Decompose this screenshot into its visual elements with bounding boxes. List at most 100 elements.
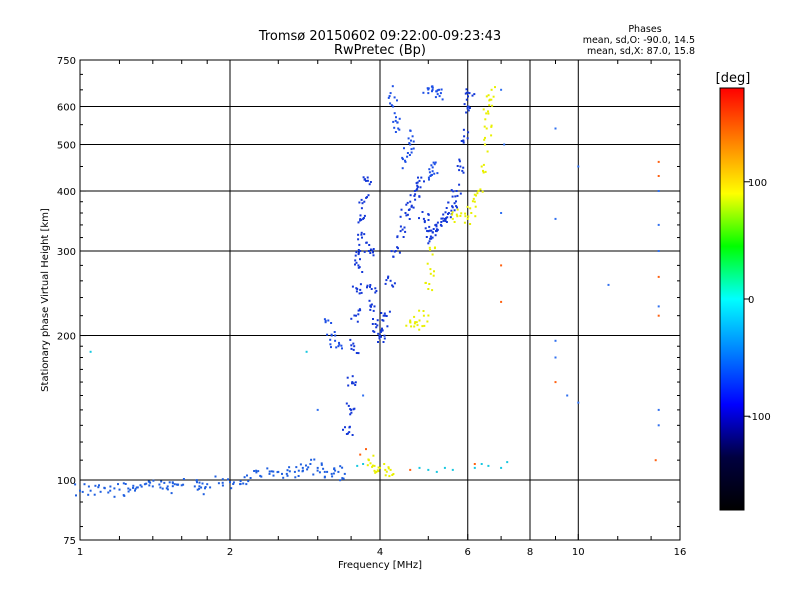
point-5-5 bbox=[554, 356, 557, 359]
point-1-33-j3 bbox=[455, 205, 458, 208]
point-0-14-j2 bbox=[198, 485, 201, 488]
point-0-16-j2 bbox=[221, 478, 224, 481]
point-1-15 bbox=[376, 324, 379, 327]
point-0-14-j1 bbox=[202, 493, 205, 496]
point-0-16-j1 bbox=[221, 484, 224, 487]
point-3-21-j3 bbox=[377, 466, 380, 469]
point-1-23-j3 bbox=[405, 203, 408, 206]
point-1-15-j5 bbox=[376, 319, 379, 322]
point-1-2-j2 bbox=[351, 382, 353, 385]
point-3-17 bbox=[429, 268, 432, 271]
point-1-30-j2 bbox=[436, 221, 439, 224]
point-2-10-j3 bbox=[407, 137, 410, 140]
point-1-23 bbox=[409, 200, 412, 203]
point-3-3-j0 bbox=[469, 207, 472, 210]
point-1-15-j3 bbox=[371, 323, 374, 325]
point-0-9 bbox=[159, 486, 162, 489]
point-1-1-j3 bbox=[349, 413, 352, 416]
point-2-13-j3 bbox=[428, 171, 431, 174]
data-points bbox=[74, 85, 660, 498]
point-2-7-j2 bbox=[434, 96, 437, 99]
point-2-6-j1 bbox=[440, 88, 443, 91]
y-tick-label-300: 300 bbox=[57, 247, 76, 258]
point-0-29-j0 bbox=[326, 470, 329, 473]
point-5-1 bbox=[554, 217, 557, 220]
point-5-10 bbox=[657, 250, 660, 252]
point-4-4 bbox=[451, 468, 454, 471]
point-1-38-j2 bbox=[473, 93, 476, 96]
point-0-2-j3 bbox=[103, 487, 106, 490]
point-6-6 bbox=[654, 459, 657, 462]
point-1-34-j6 bbox=[459, 192, 462, 195]
point-0-17-j3 bbox=[230, 487, 233, 490]
point-1-6-j0 bbox=[354, 259, 357, 262]
point-1-36-j5 bbox=[462, 141, 465, 144]
point-4-5 bbox=[473, 466, 476, 469]
point-1-31 bbox=[443, 217, 446, 220]
point-3-6-j2 bbox=[482, 163, 485, 166]
point-2-15-j0 bbox=[333, 331, 336, 333]
point-1-29-j2 bbox=[434, 234, 437, 237]
point-0-17-j0 bbox=[227, 478, 229, 481]
point-3-22-j0 bbox=[388, 475, 391, 478]
point-6-8 bbox=[359, 453, 362, 456]
point-3-13-j1 bbox=[413, 315, 416, 318]
point-3-7-j0 bbox=[483, 143, 486, 146]
point-1-24-j4 bbox=[416, 187, 419, 190]
point-0-24-j0 bbox=[297, 475, 300, 477]
point-3-11-j3 bbox=[485, 95, 488, 98]
point-0-10-j0 bbox=[165, 487, 168, 490]
chart-title: Tromsø 20150602 09:22:00-09:23:43 bbox=[258, 29, 501, 44]
point-1-37-j3 bbox=[465, 98, 468, 101]
point-1-19-j1 bbox=[387, 276, 389, 279]
y-tick-label-600: 600 bbox=[57, 103, 76, 114]
point-1-10-j2 bbox=[361, 202, 364, 205]
point-1-38-j4 bbox=[465, 91, 468, 94]
point-0-16 bbox=[217, 482, 220, 485]
point-1-4 bbox=[355, 314, 357, 317]
point-3-2-j1 bbox=[469, 223, 472, 225]
point-0-12-j2 bbox=[175, 483, 178, 486]
point-0-26-j2 bbox=[307, 466, 310, 469]
point-1-6-j5 bbox=[354, 263, 356, 266]
point-2-16-j0 bbox=[330, 346, 332, 349]
point-0-8-j1 bbox=[152, 479, 155, 482]
point-3-12-j0 bbox=[413, 325, 416, 328]
point-1-14-j1 bbox=[370, 303, 373, 306]
point-3-18-j2 bbox=[434, 246, 436, 249]
point-1-27-j2 bbox=[429, 235, 432, 238]
point-0-1 bbox=[89, 489, 92, 492]
point-0-20-j1 bbox=[255, 469, 258, 472]
point-0-27-j1 bbox=[316, 469, 319, 472]
point-1-32-j0 bbox=[451, 205, 454, 208]
point-3-11-j0 bbox=[492, 95, 495, 98]
point-1-25-j4 bbox=[416, 185, 419, 188]
point-3-16-j0 bbox=[428, 283, 431, 285]
point-1-17-j1 bbox=[380, 329, 383, 332]
point-2-18-j0 bbox=[341, 347, 343, 350]
point-1-31-j3 bbox=[445, 221, 448, 223]
point-3-11-j1 bbox=[494, 86, 496, 89]
point-2-2-j3 bbox=[398, 117, 401, 120]
point-1-7-j0 bbox=[357, 251, 360, 254]
point-6-10 bbox=[409, 468, 412, 471]
point-4-12 bbox=[89, 350, 92, 353]
point-3-4-j1 bbox=[472, 197, 475, 200]
y-tick-label-500: 500 bbox=[57, 141, 76, 152]
point-1-7-j2 bbox=[358, 243, 361, 246]
point-0-0 bbox=[79, 489, 81, 492]
point-1-20-j6 bbox=[393, 250, 396, 253]
point-1-13-j2 bbox=[369, 284, 372, 286]
point-1-13-j1 bbox=[374, 287, 377, 290]
point-3-0-j1 bbox=[453, 221, 456, 223]
point-1-8 bbox=[361, 236, 363, 239]
point-1-23-j2 bbox=[414, 198, 417, 201]
point-0-11-j2 bbox=[171, 481, 174, 484]
point-1-29-j0 bbox=[435, 230, 437, 232]
point-1-2-j1 bbox=[351, 375, 354, 378]
point-1-5-j6 bbox=[355, 290, 358, 293]
point-5-6 bbox=[566, 394, 569, 397]
point-3-6-j0 bbox=[484, 170, 487, 173]
colorbar-label: [deg] bbox=[716, 71, 751, 86]
